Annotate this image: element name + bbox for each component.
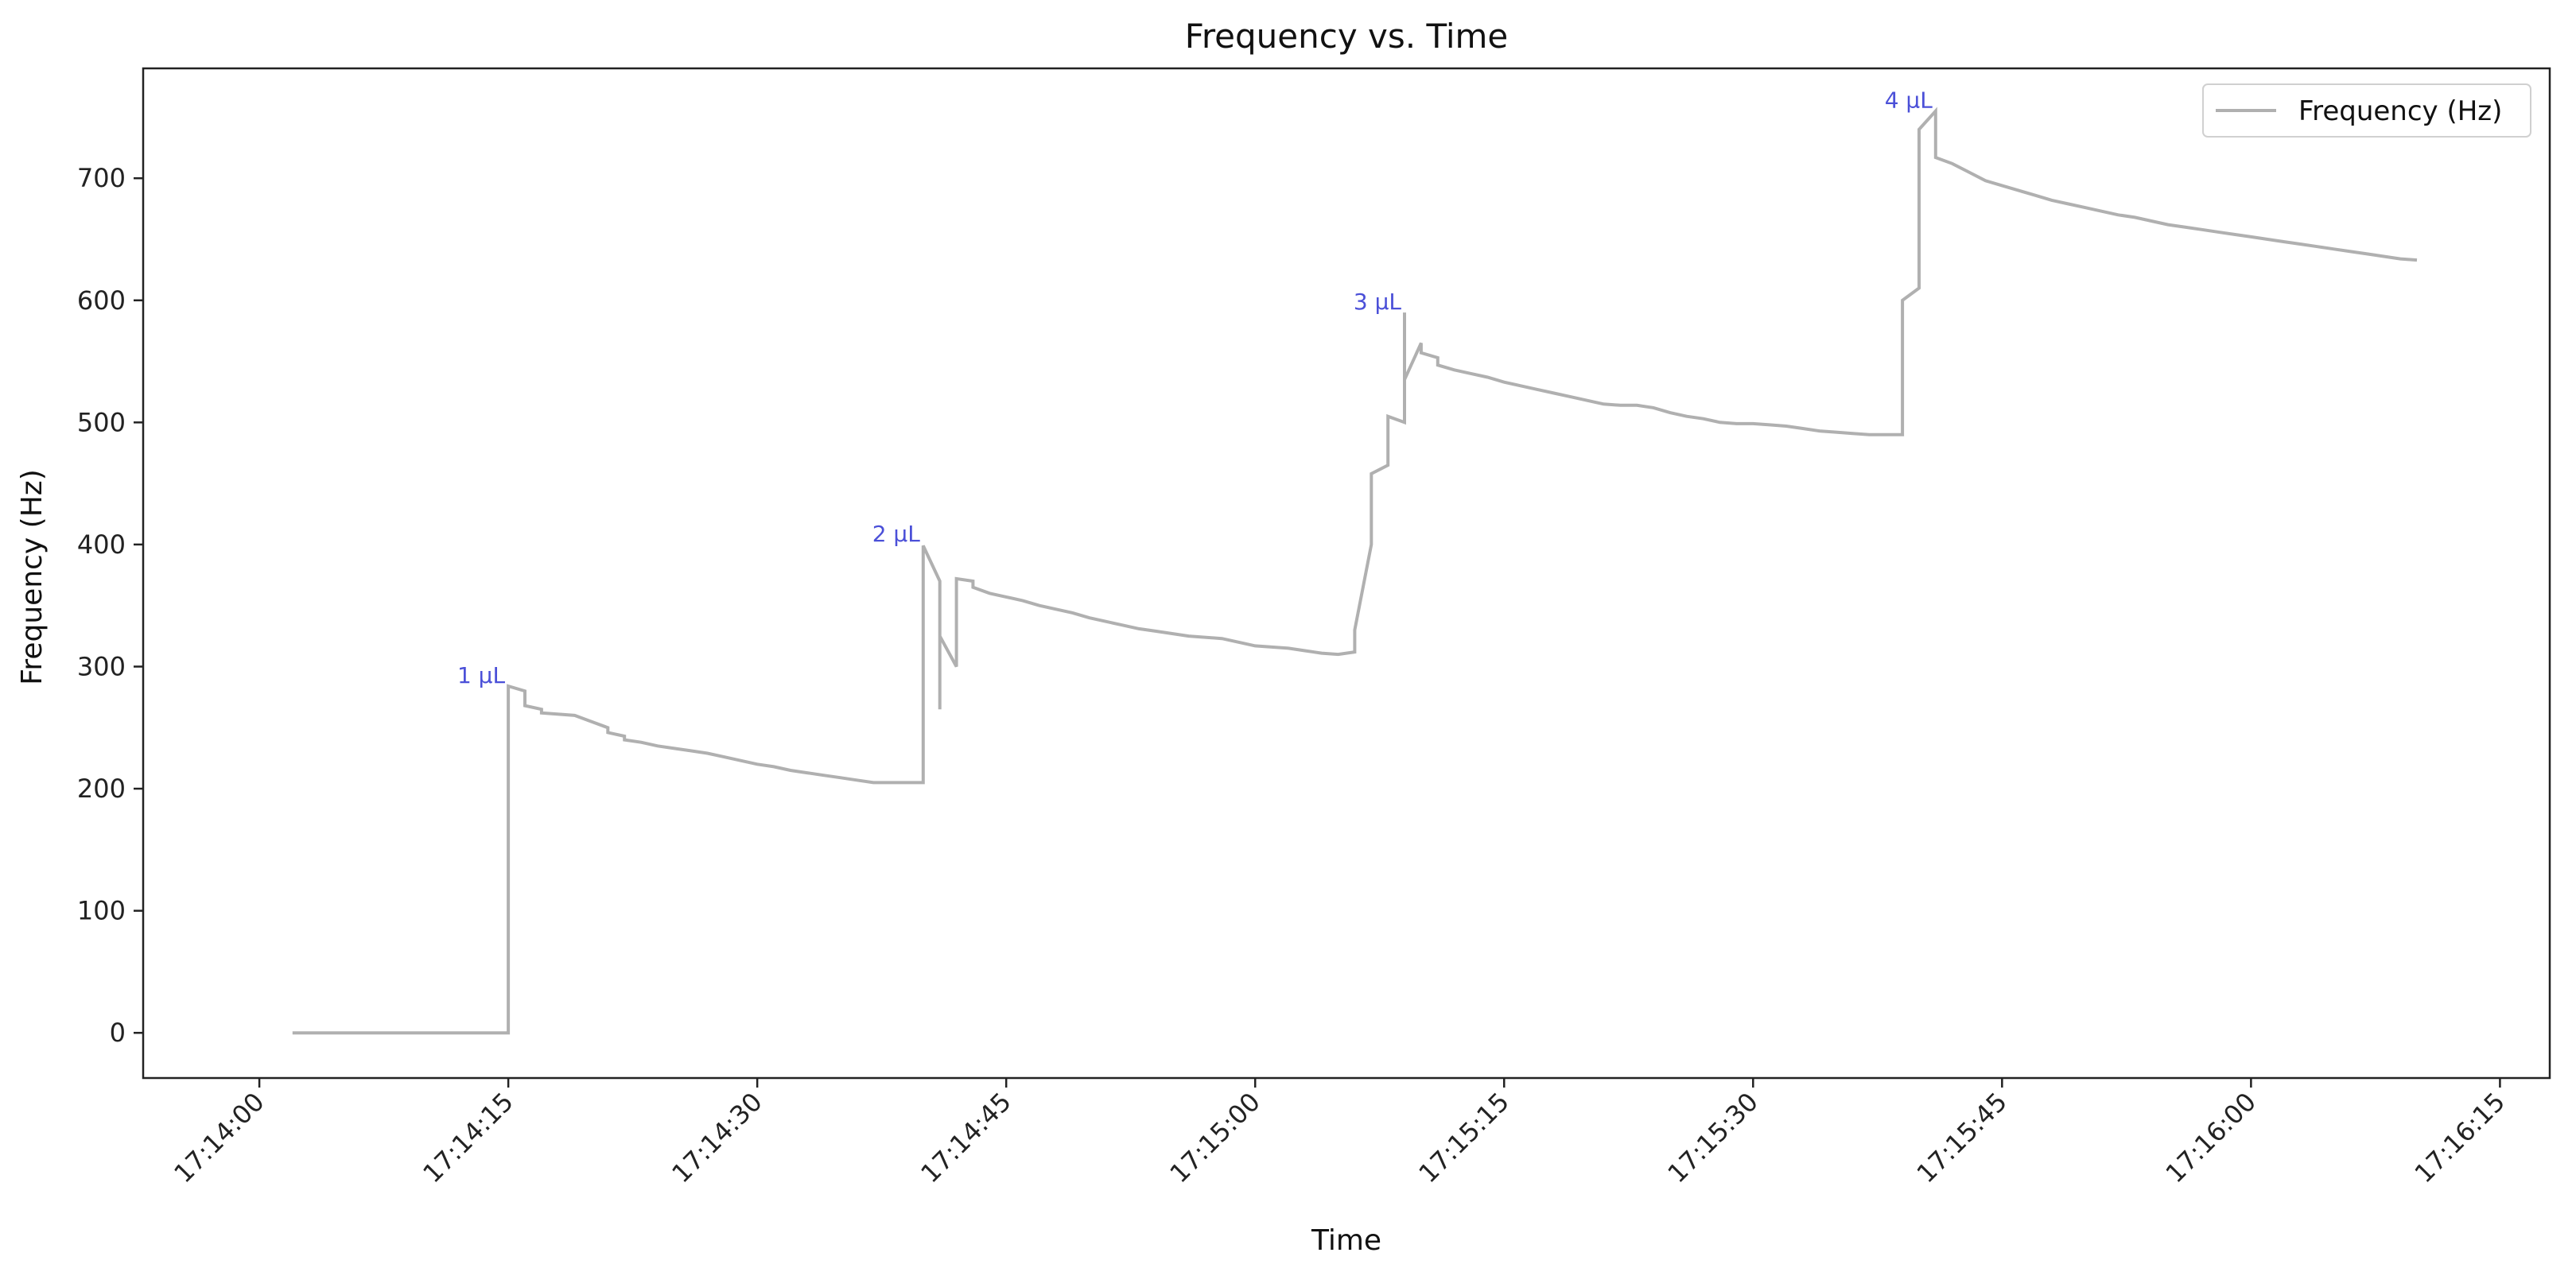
series-layer [292,107,2418,1035]
volume-annotation: 2 μL [872,521,921,547]
legend-label: Frequency (Hz) [2298,95,2502,127]
y-tick-label: 700 [77,163,126,193]
y-tick-label: 600 [77,285,126,316]
x-axis-label: Time [1311,1224,1381,1257]
legend: Frequency (Hz) [2202,83,2531,138]
y-tick-label: 100 [77,896,126,926]
volume-annotation: 3 μL [1354,289,1402,315]
y-axis-label: Frequency (Hz) [16,469,49,684]
volume-annotation: 4 μL [1885,87,1933,114]
y-tick-label: 0 [110,1018,126,1048]
y-tick-label: 200 [77,774,126,804]
y-tick-label: 500 [77,407,126,437]
y-tick-label: 300 [77,651,126,681]
volume-annotation: 1 μL [457,662,506,688]
chart-title: Frequency vs. Time [1185,17,1509,56]
plot-frame [142,67,2551,1080]
y-tick-label: 400 [77,529,126,560]
annotation-layer: 1 μL 2 μL 3 μL 4 μL [457,87,1933,688]
series-line-frequency [292,107,2418,1035]
legend-box [2202,83,2531,138]
